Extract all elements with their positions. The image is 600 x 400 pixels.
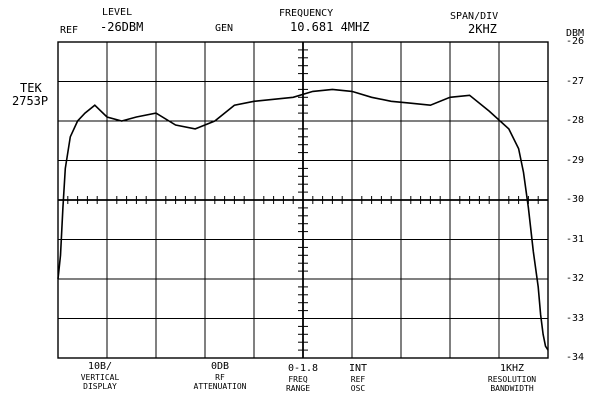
span-label: SPAN/DIV <box>450 11 499 22</box>
y-tick-label: -26 <box>566 36 585 47</box>
y-tick-label: -33 <box>566 313 585 324</box>
ref-osc-label-2: OSC <box>350 384 366 393</box>
rf-attenuation-label-2: ATTENUATION <box>193 382 247 391</box>
y-tick-label: -34 <box>566 352 585 363</box>
spectrum-trace <box>57 88 549 351</box>
graticule-minor-ticks <box>57 41 549 359</box>
vertical-display-label-1: VERTICAL <box>80 373 120 382</box>
gen-label: GEN <box>215 23 234 34</box>
freq-range-label-2: RANGE <box>285 384 311 393</box>
y-tick-label: -30 <box>566 194 585 205</box>
freq-range-value: 0-1.8 <box>287 363 319 374</box>
freq-range-label-1: FREQ <box>288 375 308 384</box>
ref-osc-label-1: REF <box>350 375 366 384</box>
level-label: LEVEL <box>102 7 133 18</box>
ref-osc-value: INT <box>348 363 368 374</box>
y-tick-label: -31 <box>566 234 585 245</box>
span-value: 2KHZ <box>468 22 497 36</box>
level-value: -26DBM <box>100 20 144 34</box>
y-tick-label: -27 <box>566 76 585 87</box>
resolution-bandwidth-label-2: BANDWIDTH <box>490 384 534 393</box>
y-tick-label: -28 <box>566 115 585 126</box>
frequency-value: 10.681 4MHZ <box>290 20 370 34</box>
vertical-display-label-2: DISPLAY <box>83 382 117 391</box>
resolution-bandwidth-value: 1KHZ <box>499 363 525 374</box>
vertical-display-value: 10B/ <box>87 361 113 372</box>
y-axis-unit: DBM <box>566 28 585 39</box>
ref-label: REF <box>60 25 79 36</box>
rf-attenuation-value: 0DB <box>210 361 230 372</box>
rf-attenuation-label-1: RF <box>215 373 225 382</box>
y-tick-label: -32 <box>566 273 585 284</box>
instrument-brand: TEK <box>20 81 42 95</box>
resolution-bandwidth-label-1: RESOLUTION <box>487 375 537 384</box>
instrument-model: 2753P <box>12 94 49 108</box>
frequency-label: FREQUENCY <box>279 8 334 19</box>
y-tick-label: -29 <box>566 155 585 166</box>
